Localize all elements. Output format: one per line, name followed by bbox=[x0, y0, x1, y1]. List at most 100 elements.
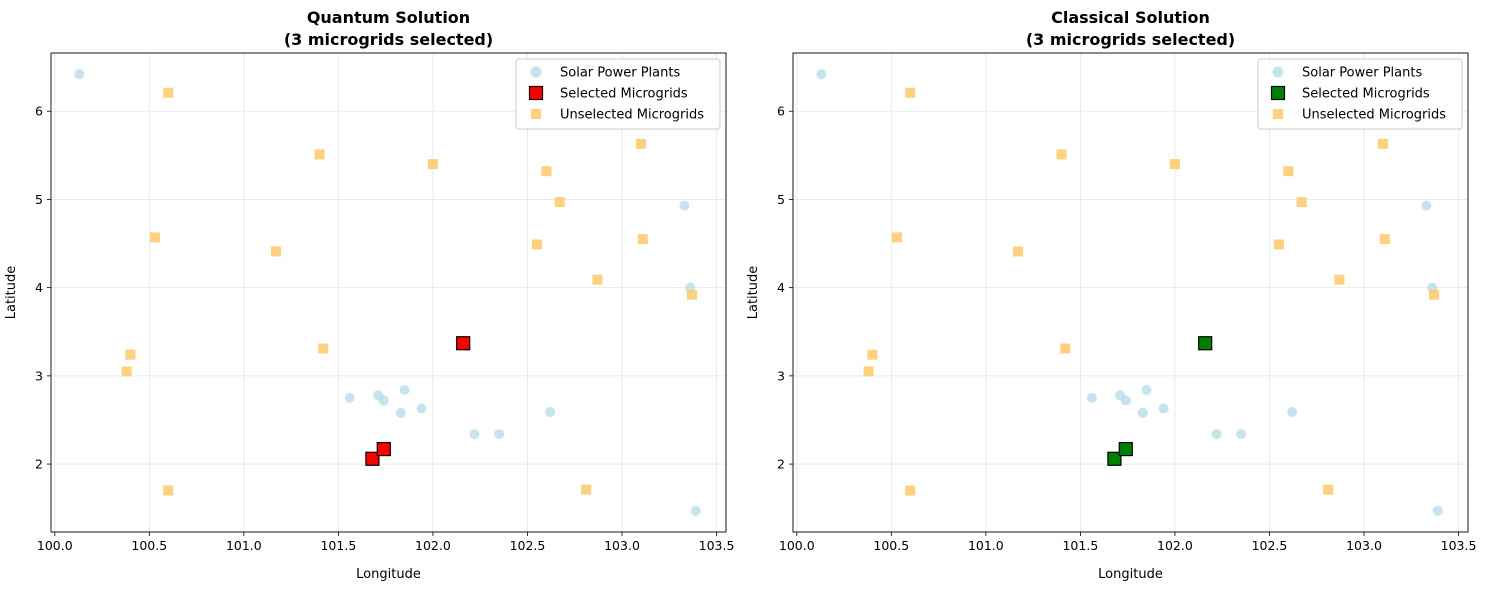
unselected-microgrid-point bbox=[1169, 159, 1180, 170]
unselected-microgrid-point bbox=[121, 366, 132, 377]
legend-box bbox=[515, 58, 721, 130]
unselected-microgrid-point bbox=[163, 485, 174, 496]
y-tick-label: 6 bbox=[777, 104, 785, 119]
legend-marker-solar bbox=[1272, 66, 1284, 78]
legend-label-selected: Selected Microgrids bbox=[560, 87, 688, 102]
subplot-1: 100.0 100.5 101.0 101.5 102.0 102.5 103.0 103.5… bbox=[4, 8, 734, 582]
y-tick-label: 3 bbox=[777, 368, 785, 383]
unselected-microgrid-point bbox=[1377, 138, 1388, 149]
x-tick-label: 100.0 bbox=[779, 538, 815, 553]
unselected-microgrid-point bbox=[1273, 239, 1284, 250]
unselected-microgrid-point bbox=[867, 349, 878, 360]
y-tick-label: 5 bbox=[35, 192, 43, 207]
unselected-microgrid-point bbox=[1323, 484, 1334, 495]
legend: Solar Power Plants Selected Microgrids Uns… bbox=[515, 58, 721, 130]
unselected-microgrid-point bbox=[1428, 289, 1439, 300]
unselected-microgrid-point bbox=[149, 232, 160, 243]
legend-label-selected: Selected Microgrids bbox=[1302, 87, 1430, 102]
x-tick-label: 103.5 bbox=[1441, 538, 1477, 553]
axes-frame bbox=[50, 52, 727, 533]
legend-marker-solar bbox=[530, 66, 542, 78]
unselected-microgrid-point bbox=[318, 343, 329, 354]
unselected-microgrid-point bbox=[554, 197, 565, 208]
legend: Solar Power Plants Selected Microgrids Uns… bbox=[1257, 58, 1463, 130]
unselected-microgrid-point bbox=[1334, 274, 1345, 285]
solar-plant-point bbox=[416, 403, 427, 414]
selected-microgrid-point bbox=[376, 441, 391, 457]
unselected-microgrid-point bbox=[1379, 234, 1390, 245]
legend-marker-unselected bbox=[531, 109, 541, 119]
unselected-microgrid-point bbox=[1283, 166, 1294, 177]
unselected-microgrid-point bbox=[891, 232, 902, 243]
solar-plant-point bbox=[74, 69, 85, 80]
unselected-microgrid-point bbox=[427, 159, 438, 170]
x-tick-label: 102.0 bbox=[1157, 538, 1193, 553]
x-tick-label: 100.5 bbox=[131, 538, 167, 553]
x-tick-label: 102.5 bbox=[1252, 538, 1288, 553]
y-tick-label: 2 bbox=[35, 457, 43, 472]
x-tick-label: 101.0 bbox=[226, 538, 262, 553]
legend-label-unselected: Unselected Microgrids bbox=[1302, 108, 1446, 123]
unselected-microgrid-point bbox=[905, 87, 916, 98]
y-axis-label: Latitude bbox=[4, 266, 19, 320]
unselected-microgrid-point bbox=[592, 274, 603, 285]
solar-plant-point bbox=[690, 505, 701, 516]
unselected-microgrid-point bbox=[863, 366, 874, 377]
x-tick-label: 103.0 bbox=[604, 538, 640, 553]
unselected-microgrid-point bbox=[531, 239, 542, 250]
unselected-microgrid-point bbox=[541, 166, 552, 177]
unselected-microgrid-point bbox=[1013, 246, 1023, 257]
unselected-microgrid-point bbox=[1056, 149, 1067, 160]
chart-title-line2: (3 microgrids selected) bbox=[284, 30, 493, 49]
x-tick-label: 101.0 bbox=[968, 538, 1004, 553]
unselected-microgrid-point bbox=[581, 484, 592, 495]
legend-marker-unselected bbox=[1273, 109, 1283, 119]
y-tick-label: 6 bbox=[35, 104, 43, 119]
selected-microgrid-point bbox=[365, 451, 380, 466]
subplot-2: 100.0 100.5 101.0 101.5 102.0 102.5 103.0 103.5… bbox=[746, 8, 1476, 582]
legend-marker-selected bbox=[528, 85, 544, 101]
unselected-microgrid-point bbox=[1060, 343, 1071, 354]
x-tick-label: 102.5 bbox=[510, 538, 546, 553]
solar-plant-point bbox=[1120, 395, 1131, 406]
selected-microgrid-point bbox=[456, 336, 471, 351]
y-tick-label: 4 bbox=[777, 280, 785, 295]
solar-plant-point bbox=[1158, 403, 1169, 414]
x-tick-label: 100.0 bbox=[37, 538, 73, 553]
unselected-microgrid-point bbox=[905, 485, 916, 496]
selected-microgrid-point bbox=[1107, 451, 1122, 466]
y-tick-label: 5 bbox=[777, 192, 785, 207]
solar-plant-point bbox=[1236, 429, 1247, 440]
unselected-microgrid-point bbox=[314, 149, 325, 160]
solar-plant-point bbox=[1141, 384, 1152, 395]
solar-plant-point bbox=[1421, 200, 1432, 211]
legend-marker-selected bbox=[1270, 85, 1286, 101]
unselected-microgrid-point bbox=[1296, 197, 1307, 208]
solar-plant-point bbox=[344, 392, 355, 403]
legend-label-unselected: Unselected Microgrids bbox=[560, 108, 704, 123]
legend-box bbox=[1257, 58, 1463, 130]
solar-plant-point bbox=[399, 384, 410, 395]
selected-microgrid-point bbox=[1198, 336, 1213, 351]
y-tick-label: 4 bbox=[35, 280, 43, 295]
selected-microgrid-point bbox=[1118, 441, 1133, 457]
solar-plant-point bbox=[545, 407, 556, 418]
chart-title-line1: Quantum Solution bbox=[307, 8, 470, 27]
unselected-microgrid-point bbox=[637, 234, 648, 245]
solar-plant-point bbox=[395, 407, 406, 418]
y-tick-label: 2 bbox=[777, 457, 785, 472]
solar-plant-point bbox=[1432, 505, 1443, 516]
x-axis-label: Longitude bbox=[356, 567, 421, 582]
solar-plant-point bbox=[679, 200, 690, 211]
unselected-microgrid-point bbox=[271, 246, 281, 257]
solar-plant-point bbox=[816, 69, 827, 80]
legend-label-solar: Solar Power Plants bbox=[560, 66, 680, 81]
legend-label-solar: Solar Power Plants bbox=[1302, 66, 1422, 81]
solar-plant-point bbox=[378, 395, 389, 406]
x-axis-label: Longitude bbox=[1098, 567, 1163, 582]
chart-title-line1: Classical Solution bbox=[1051, 8, 1210, 27]
solar-plant-point bbox=[494, 429, 505, 440]
axes-frame bbox=[792, 52, 1469, 533]
